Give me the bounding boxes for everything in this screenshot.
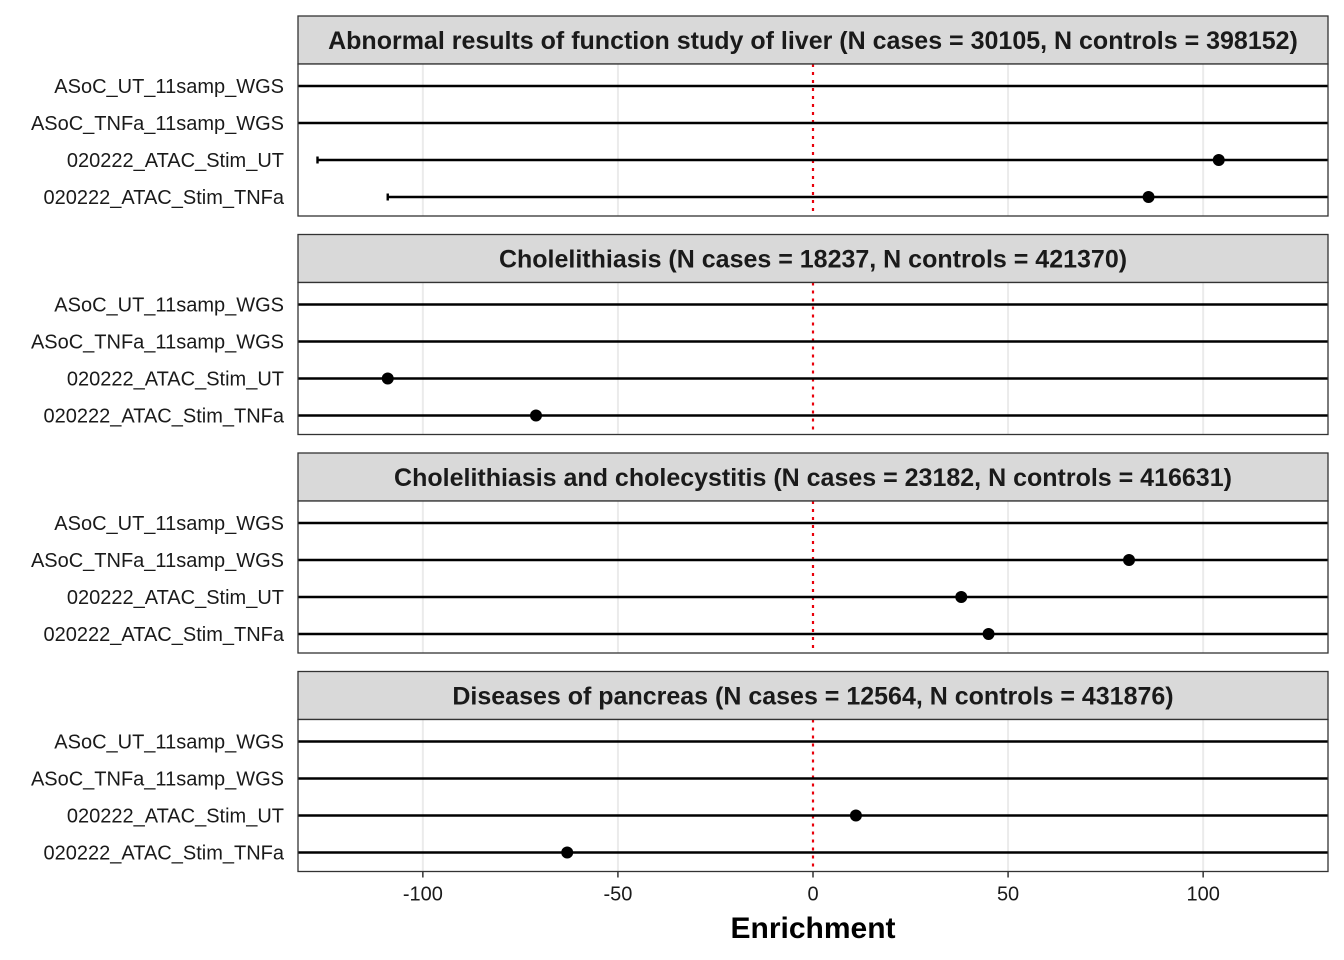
x-axis: -100 -50 0 50 100 xyxy=(403,871,1220,906)
category-label: 020222_ATAC_Stim_TNFa xyxy=(44,843,285,865)
category-label: ASoC_TNFa_11samp_WGS xyxy=(31,769,284,791)
data-point xyxy=(982,628,995,640)
facet-strip xyxy=(297,233,1329,284)
panel-border xyxy=(297,63,1329,217)
x-tick-label: 50 xyxy=(997,884,1019,906)
category-label: 020222_ATAC_Stim_TNFa xyxy=(44,187,285,209)
category-label: ASoC_UT_11samp_WGS xyxy=(54,513,284,535)
category-label: 020222_ATAC_Stim_UT xyxy=(67,150,284,172)
category-label: ASoC_TNFa_11samp_WGS xyxy=(31,550,284,572)
facet-title: Cholelithiasis and cholecystitis (N case… xyxy=(394,464,1232,492)
x-tick-label: 0 xyxy=(807,884,818,906)
category-label: ASoC_UT_11samp_WGS xyxy=(54,76,284,98)
facet-panel: Abnormal results of function study of li… xyxy=(31,15,1329,217)
panel-border xyxy=(297,281,1329,436)
facet-strip xyxy=(297,670,1329,721)
panel-border xyxy=(297,500,1329,654)
facet-strip xyxy=(297,15,1329,65)
facet-title: Cholelithiasis (N cases = 18237, N contr… xyxy=(499,246,1127,274)
x-tick-label: -50 xyxy=(603,884,632,906)
category-label: ASoC_UT_11samp_WGS xyxy=(54,732,284,754)
facet-title: Abnormal results of function study of li… xyxy=(328,27,1298,55)
facet-panel: Cholelithiasis and cholecystitis (N case… xyxy=(31,452,1329,654)
facet-panel: Diseases of pancreas (N cases = 12564, N… xyxy=(31,670,1329,873)
x-axis-title: Enrichment xyxy=(730,912,895,945)
data-point xyxy=(529,409,542,422)
category-label: 020222_ATAC_Stim_UT xyxy=(67,806,284,828)
category-label: 020222_ATAC_Stim_UT xyxy=(67,587,284,609)
category-label: ASoC_UT_11samp_WGS xyxy=(54,295,284,317)
category-label: ASoC_TNFa_11samp_WGS xyxy=(31,332,284,354)
facet-strip xyxy=(297,452,1329,502)
data-point xyxy=(849,809,862,822)
facet-panel: Cholelithiasis (N cases = 18237, N contr… xyxy=(31,233,1329,436)
category-label: ASoC_TNFa_11samp_WGS xyxy=(31,113,284,135)
data-point xyxy=(955,591,968,603)
data-point xyxy=(561,846,574,859)
facet-title: Diseases of pancreas (N cases = 12564, N… xyxy=(452,683,1173,711)
data-point xyxy=(1123,554,1136,566)
data-point xyxy=(381,372,394,385)
data-point xyxy=(1212,154,1225,166)
category-label: 020222_ATAC_Stim_UT xyxy=(67,369,284,391)
category-label: 020222_ATAC_Stim_TNFa xyxy=(44,406,285,428)
facet-panels: Abnormal results of function study of li… xyxy=(31,15,1329,873)
data-point xyxy=(1142,191,1155,203)
x-tick-label: 100 xyxy=(1186,884,1219,906)
category-label: 020222_ATAC_Stim_TNFa xyxy=(44,624,285,646)
x-tick-label: -100 xyxy=(403,884,443,906)
